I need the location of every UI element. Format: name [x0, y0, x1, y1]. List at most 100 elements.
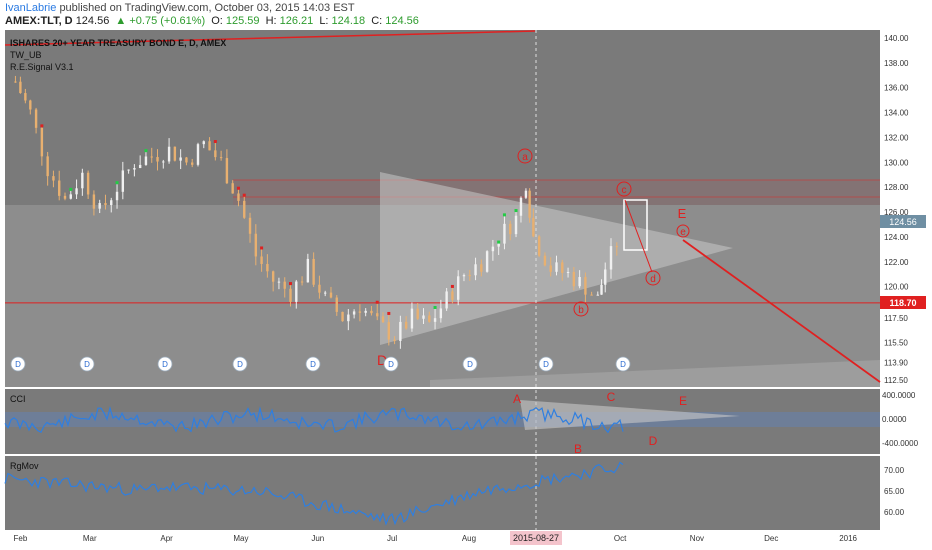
candle-body [173, 146, 177, 161]
cci-label-e: E [679, 394, 687, 408]
projection-line [682, 239, 881, 383]
candle-body [191, 162, 194, 165]
open-label: O: [211, 15, 223, 27]
candle-body [422, 315, 425, 319]
candle-body [474, 264, 477, 276]
candle-body [289, 288, 292, 302]
candle-body [69, 194, 72, 199]
rgmov-axis[interactable] [880, 456, 932, 530]
dividend-marker-text: D [237, 360, 243, 369]
signal-dot [502, 213, 506, 217]
publish-line: IvanLabrie published on TradingView.com,… [5, 2, 355, 14]
candle-body [300, 281, 304, 283]
high-value: 126.21 [279, 15, 314, 27]
dividend-marker-text: D [84, 360, 90, 369]
signal-dot [497, 240, 501, 244]
open-value: 125.59 [225, 15, 260, 27]
candle-body [604, 269, 607, 285]
candle-body [58, 180, 61, 196]
candle-body [615, 246, 618, 248]
signal-dot [433, 306, 437, 310]
candle-body [185, 157, 188, 163]
candle-body [219, 157, 223, 159]
rgmov-tick-label: 60.00 [884, 508, 905, 517]
candle-body [347, 314, 350, 322]
candle-body [503, 223, 506, 244]
time-tick-label: May [233, 534, 248, 543]
candle-body [549, 265, 552, 272]
lower-wedge [430, 360, 880, 387]
candle-body [254, 233, 258, 257]
candle-body [428, 315, 431, 322]
candle-body [86, 172, 90, 195]
signal-dot [69, 187, 73, 191]
high-label: H: [265, 15, 277, 27]
cci-axis-ticks: 400.0000 0.0000 -400.0000 [882, 391, 919, 448]
cci-label-a: A [513, 392, 521, 406]
candle-body [387, 322, 391, 340]
price-change: ▲ +0.75 (+0.61%) [115, 15, 206, 27]
wave-label-c: c [616, 181, 632, 197]
candle-body [596, 294, 599, 296]
rgmov-line [4, 461, 624, 526]
candle-body [393, 339, 396, 341]
rgmov-tick-label: 65.00 [884, 487, 905, 496]
candle-body [14, 81, 17, 83]
candle-body [127, 169, 130, 171]
close-value: 124.56 [385, 15, 419, 27]
price-tick-label: 132.00 [884, 133, 909, 142]
price-tick-label: 130.00 [884, 158, 909, 167]
indicator-re-signal: R.E.Signal V3.1 [10, 62, 74, 72]
dividend-marker [232, 356, 248, 372]
candle-body [52, 176, 55, 181]
last-price: 124.56 [75, 15, 110, 27]
wave-a-text: a [522, 152, 528, 163]
candle-body [312, 258, 315, 285]
author-link[interactable]: IvanLabrie [5, 2, 57, 14]
price-tick-label: 112.50 [884, 376, 908, 385]
candle-body [456, 276, 460, 300]
cci-tick-label: 0.0000 [882, 415, 907, 424]
cci-pane-bg [5, 389, 880, 454]
candle-body [34, 109, 38, 128]
candle-body [283, 281, 286, 289]
dividend-marker [305, 356, 321, 372]
candle-body [445, 291, 448, 309]
current-price-tag [880, 215, 926, 228]
candle-body [537, 236, 541, 256]
candle-body [524, 190, 528, 198]
rgmov-axis-ticks: 70.00 65.00 60.00 [884, 466, 905, 517]
candle-body [196, 144, 200, 165]
cci-axis[interactable] [880, 389, 932, 454]
candle-body [248, 217, 252, 234]
signal-dot [514, 209, 518, 213]
time-tick-label: Dec [764, 534, 778, 543]
candle-body [295, 281, 298, 302]
dividend-marker-text: D [15, 360, 21, 369]
candle-body [324, 292, 327, 294]
signal-dot [144, 149, 148, 153]
signal-dot [450, 284, 454, 288]
dividend-marker [79, 356, 95, 372]
candle-body [609, 246, 613, 270]
indicator-tw-ub: TW_UB [10, 50, 42, 60]
low-label: L: [319, 15, 329, 27]
dividend-marker-text: D [310, 360, 316, 369]
time-axis[interactable] [0, 530, 932, 550]
cci-label-c: C [607, 390, 616, 404]
signal-dot [289, 282, 293, 286]
candle-body [167, 146, 171, 162]
cci-tick-label: -400.0000 [882, 439, 919, 448]
candle-body [566, 271, 570, 273]
candle-body [306, 258, 310, 283]
chart-header: IvanLabrie published on TradingView.com,… [0, 0, 932, 30]
time-tick-label: Apr [160, 534, 173, 543]
price-axis[interactable] [880, 30, 932, 387]
dividend-marker-text: D [620, 360, 626, 369]
publish-info: published on TradingView.com, October 03… [59, 2, 355, 14]
price-tick-label: 140.00 [884, 34, 909, 43]
top-trendline [4, 30, 536, 46]
symbol-name[interactable]: AMEX:TLT, D [5, 15, 73, 27]
candle-body [98, 203, 101, 209]
